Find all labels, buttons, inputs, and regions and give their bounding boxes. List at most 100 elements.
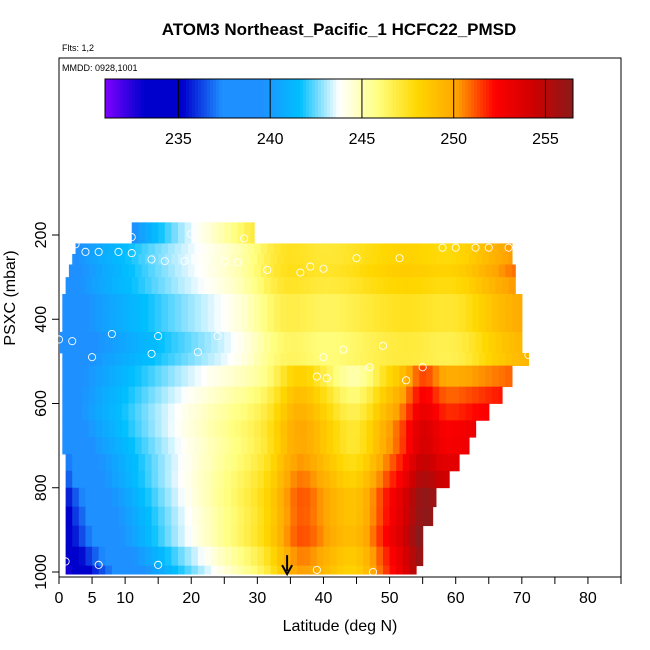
- heatmap-cell: [478, 403, 487, 421]
- heatmap-cell: [273, 420, 282, 438]
- heatmap-cell: [406, 420, 414, 438]
- heatmap-cell: [359, 437, 368, 455]
- heatmap-cell: [128, 420, 136, 438]
- heatmap-cell: [197, 277, 206, 295]
- heatmap-cell: [128, 264, 136, 278]
- heatmap-cell: [326, 386, 334, 404]
- heatmap-cell: [422, 506, 430, 527]
- heatmap-cell: [237, 222, 245, 244]
- heatmap-cell: [207, 264, 215, 278]
- heatmap-cell: [267, 293, 275, 312]
- heatmap-cell: [402, 277, 411, 295]
- heatmap-cell: [353, 310, 361, 333]
- heatmap-cell: [164, 546, 172, 567]
- colorbar-segment: [189, 79, 193, 118]
- heatmap-cell: [492, 386, 500, 404]
- colorbar-segment: [324, 79, 328, 118]
- heatmap-cell: [204, 277, 212, 295]
- heatmap-cell: [445, 293, 453, 312]
- heatmap-cell: [135, 437, 143, 455]
- heatmap-cell: [419, 352, 427, 366]
- heatmap-cell: [399, 243, 407, 255]
- heatmap-cell: [263, 565, 272, 575]
- heatmap-cell: [445, 403, 453, 421]
- heatmap-cell: [353, 420, 361, 438]
- heatmap-cell: [320, 352, 328, 366]
- heatmap-cell: [92, 253, 100, 265]
- colorbar-segment: [282, 79, 286, 118]
- heatmap-cell: [181, 365, 189, 388]
- heatmap-cell: [406, 437, 414, 455]
- heatmap-cell: [227, 403, 235, 421]
- heatmap-cell: [283, 487, 292, 508]
- heatmap-cell: [382, 331, 391, 354]
- heatmap-cell: [171, 454, 179, 472]
- heatmap-cell: [313, 403, 321, 421]
- heatmap-cell: [402, 470, 411, 489]
- heatmap-cell: [270, 277, 278, 295]
- observation-point: [312, 372, 321, 381]
- heatmap-cell: [386, 352, 394, 366]
- heatmap-cell: [144, 331, 153, 354]
- heatmap-cell: [125, 454, 133, 472]
- heatmap-cell: [270, 454, 278, 472]
- heatmap-cell: [422, 454, 430, 472]
- heatmap-cell: [92, 506, 100, 527]
- heatmap-cell: [518, 310, 523, 333]
- colorbar-segment: [543, 79, 547, 118]
- heatmap-cell: [369, 565, 377, 575]
- heatmap-cell: [323, 506, 331, 527]
- heatmap-cell: [277, 454, 285, 472]
- heatmap-cell: [396, 487, 404, 508]
- colorbar-segment: [294, 79, 298, 118]
- heatmap-cell: [270, 525, 278, 548]
- heatmap-cell: [283, 470, 292, 489]
- heatmap-cell: [68, 264, 77, 278]
- heatmap-cell: [283, 525, 292, 548]
- heatmap-cell: [373, 386, 381, 404]
- observation-point: [322, 374, 331, 383]
- heatmap-cell: [297, 331, 305, 354]
- heatmap-cell: [234, 293, 242, 312]
- heatmap-cell: [445, 352, 453, 366]
- heatmap-cell: [452, 386, 460, 404]
- heatmap-cell: [376, 470, 384, 489]
- heatmap-cell: [135, 293, 143, 312]
- heatmap-cell: [442, 253, 450, 265]
- heatmap-cell: [293, 352, 301, 366]
- heatmap-cell: [382, 454, 391, 472]
- y-tick-label: 800: [33, 474, 50, 501]
- heatmap-cell: [191, 454, 199, 472]
- colorbar-segment: [498, 79, 502, 118]
- heatmap-cell: [121, 310, 130, 333]
- x-tick-label: 60: [447, 590, 465, 607]
- heatmap-cell: [492, 352, 500, 366]
- heatmap-cell: [171, 546, 179, 567]
- heatmap-cell: [409, 454, 417, 472]
- heatmap-cell: [125, 487, 133, 508]
- heatmap-cell: [214, 386, 222, 404]
- colorbar-segment: [243, 79, 247, 118]
- heatmap-cell: [366, 403, 374, 421]
- heatmap-cell: [287, 403, 295, 421]
- heatmap-cell: [247, 386, 255, 404]
- heatmap-cell: [392, 386, 401, 404]
- heatmap-cell: [85, 487, 93, 508]
- heatmap-cell: [320, 386, 328, 404]
- heatmap-cell: [472, 420, 477, 438]
- heatmap-cell: [144, 487, 153, 508]
- colorbar-segment: [492, 79, 496, 118]
- x-tick-label: 50: [381, 590, 399, 607]
- heatmap-cell: [141, 386, 149, 404]
- heatmap-cell: [297, 470, 305, 489]
- heatmap-cell: [429, 253, 437, 265]
- heatmap-cell: [277, 487, 285, 508]
- heatmap-cell: [161, 437, 169, 455]
- heatmap-cell: [376, 454, 384, 472]
- heatmap-cell: [310, 546, 318, 567]
- heatmap-cell: [346, 403, 354, 421]
- heatmap-cell: [452, 293, 460, 312]
- heatmap-cell: [333, 437, 341, 455]
- heatmap-cell: [135, 365, 143, 388]
- heatmap-cell: [330, 470, 338, 489]
